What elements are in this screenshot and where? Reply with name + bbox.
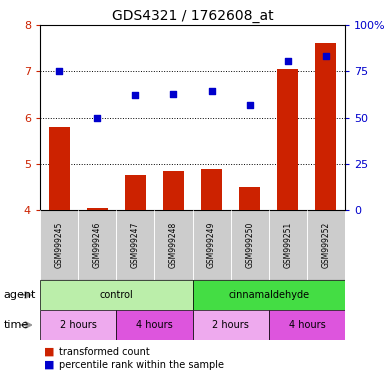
Bar [201, 169, 222, 210]
Bar [192, 310, 269, 340]
Text: GDS4321 / 1762608_at: GDS4321 / 1762608_at [112, 9, 273, 23]
Point [56, 68, 62, 74]
Point [170, 91, 176, 98]
Text: control: control [99, 290, 133, 300]
Point [132, 92, 138, 98]
Bar [40, 280, 192, 310]
Point [209, 88, 215, 94]
Text: GSM999251: GSM999251 [283, 222, 292, 268]
Text: transformed count: transformed count [59, 347, 150, 357]
Bar [269, 310, 345, 340]
Text: GSM999245: GSM999245 [55, 222, 64, 268]
Text: 2 hours: 2 hours [212, 320, 249, 330]
Bar [78, 210, 116, 280]
Text: ■: ■ [44, 360, 54, 370]
Bar [192, 210, 231, 280]
Text: GSM999252: GSM999252 [321, 222, 330, 268]
Text: 4 hours: 4 hours [288, 320, 325, 330]
Point [285, 58, 291, 64]
Bar [116, 210, 154, 280]
Text: 4 hours: 4 hours [136, 320, 173, 330]
Bar [239, 187, 260, 210]
Text: GSM999248: GSM999248 [169, 222, 178, 268]
Point [247, 101, 253, 108]
Bar [40, 210, 78, 280]
Bar [277, 69, 298, 210]
Text: time: time [4, 320, 29, 330]
Point [323, 53, 329, 60]
Text: agent: agent [4, 290, 36, 300]
Bar [307, 210, 345, 280]
Bar [40, 310, 116, 340]
Bar [116, 310, 192, 340]
Bar [192, 280, 345, 310]
Text: 2 hours: 2 hours [60, 320, 97, 330]
Point [94, 115, 100, 121]
Bar [154, 210, 192, 280]
Text: GSM999247: GSM999247 [131, 222, 140, 268]
Bar [49, 127, 70, 210]
Bar [125, 175, 146, 210]
Text: ■: ■ [44, 347, 54, 357]
Bar [87, 208, 108, 210]
Text: percentile rank within the sample: percentile rank within the sample [59, 360, 224, 370]
Bar [269, 210, 307, 280]
Bar [163, 170, 184, 210]
Text: GSM999250: GSM999250 [245, 222, 254, 268]
Text: GSM999249: GSM999249 [207, 222, 216, 268]
Text: cinnamaldehyde: cinnamaldehyde [228, 290, 309, 300]
Bar [315, 43, 336, 210]
Bar [231, 210, 269, 280]
Text: GSM999246: GSM999246 [93, 222, 102, 268]
